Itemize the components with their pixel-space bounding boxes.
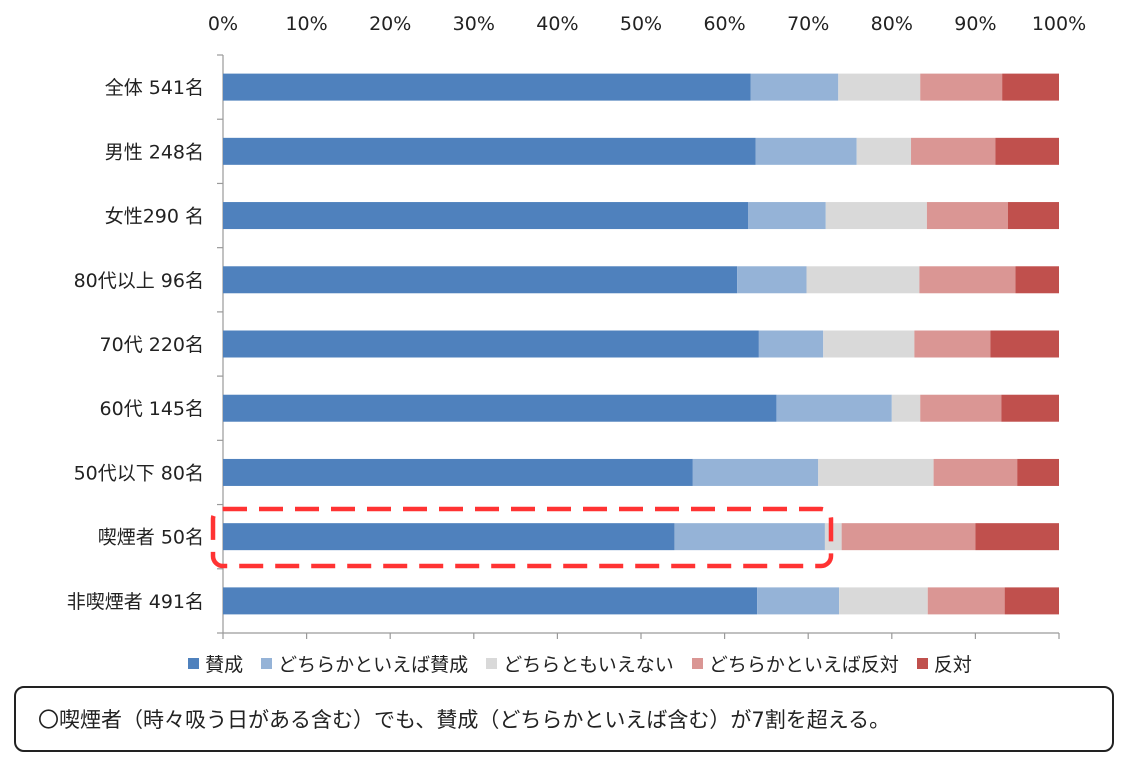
x-tick-label: 0% <box>208 13 238 35</box>
bar-segment-series-1 <box>674 523 825 551</box>
bar-segment-series-2 <box>824 523 842 551</box>
bar-segment-series-0 <box>223 458 693 486</box>
legend-item-oppose: 反対 <box>916 650 972 677</box>
bar-segment-series-1 <box>750 73 839 101</box>
legend-item-somewhat-agree: どちらかといえば賛成 <box>261 650 468 677</box>
x-tick-label: 100% <box>1032 13 1086 35</box>
x-tick-label: 80% <box>871 13 913 35</box>
bar-segment-series-1 <box>692 458 819 486</box>
bar-segment-series-4 <box>1004 587 1059 615</box>
bar-segment-series-3 <box>911 137 996 165</box>
bar-segment-series-0 <box>223 587 758 615</box>
legend-swatch <box>261 657 273 669</box>
summary-note: 〇喫煙者（時々吸う日がある含む）でも、賛成（どちらかといえば含む）が7割を超える… <box>14 686 1114 752</box>
bar-segment-series-2 <box>891 394 921 422</box>
category-label: 女性290 名 <box>105 206 204 228</box>
x-tick-label: 20% <box>369 13 411 35</box>
bar-segment-series-2 <box>818 458 934 486</box>
bar-segment-series-0 <box>223 266 738 294</box>
legend-item-neutral: どちらともいえない <box>486 650 674 677</box>
legend-item-agree: 賛成 <box>188 650 243 677</box>
bar-segment-series-1 <box>737 266 807 294</box>
bar-segment-series-1 <box>755 137 857 165</box>
x-axis: 0% 10% 20% 30% 40% 50% 60% 70% 80% 90% 100% <box>208 13 1086 639</box>
bar-segment-series-3 <box>841 523 976 551</box>
bar-segment-series-2 <box>838 73 921 101</box>
legend-label: 賛成 <box>205 653 244 676</box>
bar-segment-series-1 <box>776 394 892 422</box>
bar-segment-series-0 <box>223 73 751 101</box>
category-label: 男性 248名 <box>105 141 204 163</box>
bar-segment-series-3 <box>927 587 1005 615</box>
category-label: 60代 145名 <box>100 398 204 420</box>
bar-segment-series-4 <box>975 523 1059 551</box>
legend-label: どちらかといえば賛成 <box>278 653 469 676</box>
bar-segment-series-4 <box>1002 73 1059 101</box>
bar-segment-series-2 <box>806 266 920 294</box>
bar-segment-series-2 <box>856 137 912 165</box>
x-tick-label: 60% <box>703 13 745 35</box>
category-label: 80代以上 96名 <box>74 270 204 292</box>
bar-segment-series-1 <box>757 587 840 615</box>
smoker-highlight-box <box>210 506 834 569</box>
plot-area <box>223 73 1059 615</box>
x-tick-label: 90% <box>954 13 996 35</box>
x-tick-label: 30% <box>453 13 495 35</box>
legend-item-somewhat-oppose: どちらかといえば反対 <box>691 650 899 677</box>
legend-label: 反対 <box>933 653 972 676</box>
bar-segment-series-2 <box>823 330 915 358</box>
bar-segment-series-3 <box>919 266 1016 294</box>
x-tick-label: 50% <box>620 13 662 35</box>
bar-segment-series-0 <box>223 330 759 358</box>
bar-segment-series-3 <box>914 330 991 358</box>
bar-segment-series-1 <box>748 202 826 230</box>
x-tick-label: 40% <box>536 13 578 35</box>
bar-segment-series-1 <box>758 330 824 358</box>
category-label: 50代以下 80名 <box>74 462 204 484</box>
category-label: 喫煙者 50名 <box>98 527 204 549</box>
legend: 賛成 どちらかといえば賛成 どちらともいえない どちらかといえば反対 反対 <box>100 648 1060 678</box>
bar-segment-series-0 <box>223 523 675 551</box>
bar-segment-series-2 <box>825 202 927 230</box>
legend-swatch <box>486 657 498 669</box>
bar-segment-series-4 <box>990 330 1059 358</box>
bar-segment-series-0 <box>223 394 777 422</box>
bar-segment-series-3 <box>920 73 1003 101</box>
bar-segment-series-4 <box>1008 202 1059 230</box>
summary-note-text: 〇喫煙者（時々吸う日がある含む）でも、賛成（どちらかといえば含む）が7割を超える… <box>38 708 891 732</box>
bar-segment-series-4 <box>995 137 1059 165</box>
bar-segment-series-0 <box>223 137 756 165</box>
legend-swatch <box>188 657 200 669</box>
bar-segment-series-4 <box>1017 458 1059 486</box>
legend-swatch <box>916 657 928 669</box>
bar-segment-series-3 <box>926 202 1009 230</box>
legend-label: どちらともいえない <box>503 653 674 676</box>
x-tick-label: 10% <box>285 13 327 35</box>
bar-segment-series-3 <box>933 458 1018 486</box>
category-label: 70代 220名 <box>100 334 204 356</box>
bar-segment-series-0 <box>223 202 749 230</box>
bar-segment-series-2 <box>839 587 928 615</box>
bar-segment-series-3 <box>920 394 1002 422</box>
legend-swatch <box>691 657 703 669</box>
category-label: 非喫煙者 491名 <box>67 591 204 613</box>
bar-segment-series-4 <box>1001 394 1059 422</box>
bar-segment-series-4 <box>1015 266 1059 294</box>
stacked-bar-chart: 0% 10% 20% 30% 40% 50% 60% 70% 80% 90% 100% 全体 541… <box>67 13 1086 639</box>
x-tick-label: 70% <box>787 13 829 35</box>
legend-label: どちらかといえば反対 <box>708 653 899 676</box>
category-label: 全体 541名 <box>105 77 204 99</box>
